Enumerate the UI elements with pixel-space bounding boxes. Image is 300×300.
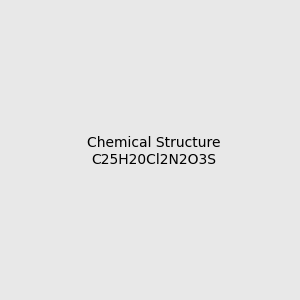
Text: Chemical Structure
C25H20Cl2N2O3S: Chemical Structure C25H20Cl2N2O3S (87, 136, 220, 166)
